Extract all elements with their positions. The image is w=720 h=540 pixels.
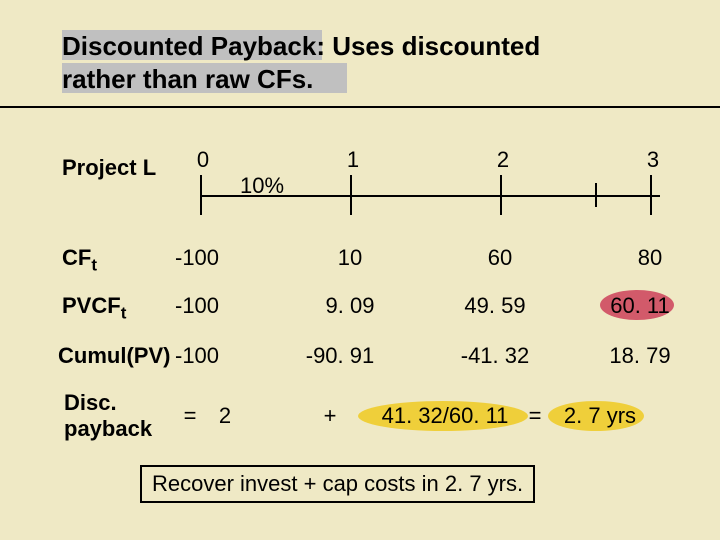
formula-eq: = bbox=[180, 403, 200, 429]
pvcf-0: -100 bbox=[175, 293, 235, 319]
period-1: 1 bbox=[338, 147, 368, 173]
formula-base: 2 bbox=[215, 403, 235, 429]
slide-title: Discounted Payback: Uses discounted rath… bbox=[62, 30, 658, 95]
pvcf-1: 9. 09 bbox=[305, 293, 395, 319]
slide-title-area: Discounted Payback: Uses discounted rath… bbox=[62, 30, 658, 95]
row-label-cf: CFt bbox=[62, 245, 97, 275]
footer-note: Recover invest + cap costs in 2. 7 yrs. bbox=[140, 465, 535, 503]
title-line-2: rather than raw CFs. bbox=[62, 64, 313, 94]
tick-0 bbox=[200, 175, 202, 215]
cf-3: 80 bbox=[620, 245, 680, 271]
row-label-cumul: Cumul(PV) bbox=[58, 343, 170, 369]
formula-frac: 41. 32/60. 11 bbox=[360, 403, 530, 429]
period-3: 3 bbox=[638, 147, 668, 173]
title-line-1: Discounted Payback: Uses discounted bbox=[62, 31, 540, 61]
formula-result: 2. 7 yrs bbox=[550, 403, 650, 429]
cumul-0: -100 bbox=[175, 343, 235, 369]
pvcf-2: 49. 59 bbox=[450, 293, 540, 319]
cumul-2: -41. 32 bbox=[445, 343, 545, 369]
cumul-1: -90. 91 bbox=[290, 343, 390, 369]
project-label: Project L bbox=[62, 155, 156, 181]
cf-1: 10 bbox=[320, 245, 380, 271]
period-2: 2 bbox=[488, 147, 518, 173]
tick-2 bbox=[500, 175, 502, 215]
rate-label: 10% bbox=[240, 173, 284, 199]
formula-prefix: Disc. payback bbox=[64, 390, 152, 442]
minor-tick bbox=[595, 183, 597, 207]
title-underline bbox=[0, 106, 720, 108]
tick-1 bbox=[350, 175, 352, 215]
row-label-pvcf: PVCFt bbox=[62, 293, 126, 323]
cf-0: -100 bbox=[175, 245, 235, 271]
pvcf-3: 60. 11 bbox=[595, 293, 685, 319]
formula-plus: + bbox=[320, 403, 340, 429]
cumul-3: 18. 79 bbox=[595, 343, 685, 369]
cf-2: 60 bbox=[470, 245, 530, 271]
period-0: 0 bbox=[188, 147, 218, 173]
tick-3 bbox=[650, 175, 652, 215]
